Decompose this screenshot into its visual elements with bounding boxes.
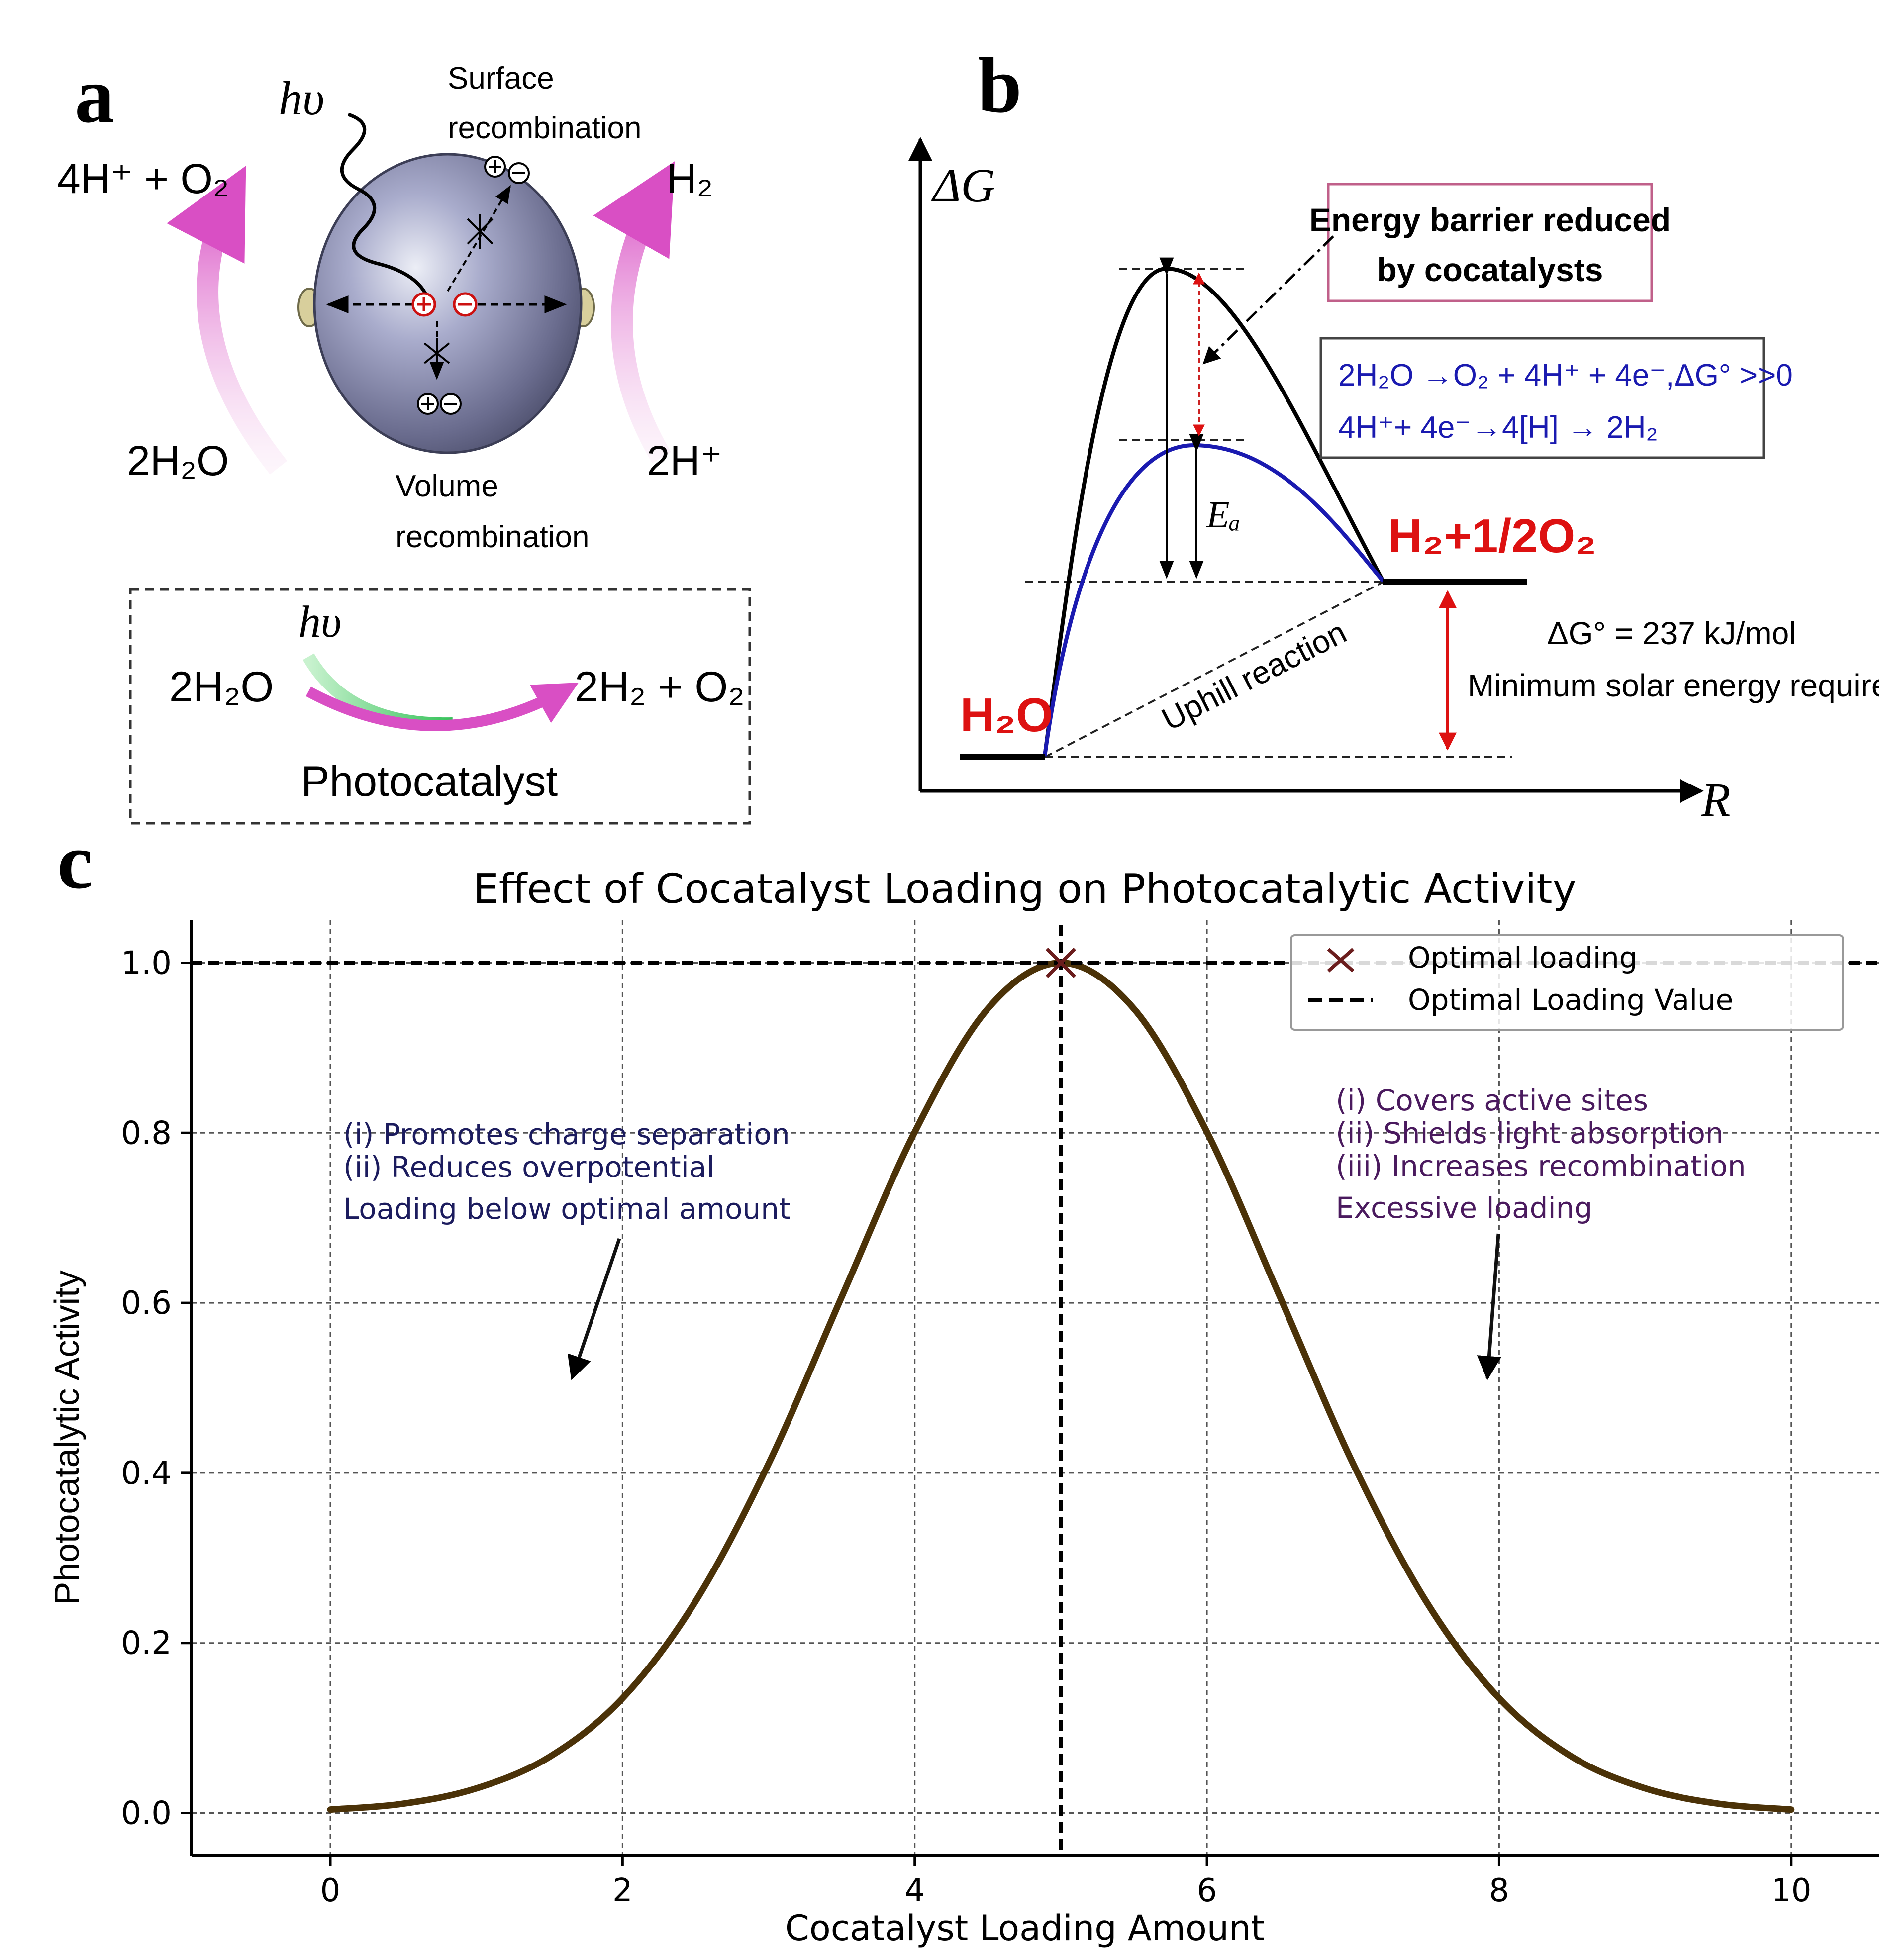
x-tick-label: 0	[320, 1872, 341, 1909]
equations-box	[1319, 337, 1765, 459]
b-reactant-label: H₂O	[960, 688, 1053, 742]
products-left: 4H⁺ + O₂	[57, 155, 229, 202]
equation-line2: 4H⁺+ 4e⁻→4[H] → 2H₂	[1338, 410, 1658, 445]
photon-wave-icon	[340, 112, 430, 299]
legend-x-marker-icon	[1327, 948, 1355, 973]
overall-reaction-box	[129, 588, 751, 825]
barrier-box	[1327, 183, 1653, 302]
right-annotation-arrow	[1477, 1233, 1501, 1380]
min-energy-label: Minimum solar energy required	[1468, 668, 1879, 703]
b-y-axis-label: ΔG	[931, 159, 995, 212]
y-tick-label: 1.0	[121, 945, 172, 981]
dg-value-label: ΔG° = 237 kJ/mol	[1547, 615, 1796, 651]
y-tick-label: 0.6	[121, 1285, 172, 1322]
chart-axes	[190, 920, 1879, 1857]
chart-title: Effect of Cocatalyst Loading on Photocat…	[473, 866, 1577, 913]
right-annotation-line3: (iii) Increases recombination	[1336, 1149, 1746, 1183]
pink-arrow-icon	[305, 683, 579, 731]
chart-grid	[192, 920, 1879, 1856]
b-product-label: H₂+1/2O₂	[1388, 509, 1596, 563]
b-x-axis-label: R	[1701, 773, 1731, 826]
box-reactant: 2H₂O	[169, 663, 274, 711]
panel-b: b ΔG R Energy barrier reduced by cocatal…	[908, 41, 1879, 826]
chart-legend: Optimal loading Optimal Loading Value	[1290, 934, 1844, 1031]
ea-label: Eₐ	[1206, 494, 1241, 536]
reactant-left: 2H₂O	[127, 437, 229, 484]
legend-entry-optimal-point: Optimal loading	[1408, 941, 1638, 975]
barrier-box-line1: Energy barrier reduced	[1309, 201, 1671, 238]
right-annotation-line1: (i) Covers active sites	[1336, 1083, 1648, 1117]
photocatalyst-sphere-icon	[313, 153, 583, 454]
y-tick-label: 0.0	[121, 1795, 172, 1832]
catalyzed-curve	[1043, 443, 1385, 757]
x-tick-label: 8	[1489, 1872, 1509, 1909]
barrier-pointer-arrow	[1202, 235, 1334, 365]
surface-recombination-line1: Surface	[448, 61, 554, 96]
panel-a-label: a	[75, 51, 114, 139]
y-tick-label: 0.8	[121, 1115, 172, 1152]
charge-pair-surface-icon	[484, 156, 530, 184]
left-reaction-arrow	[167, 166, 288, 475]
surface-recombination-line2: recombination	[448, 111, 641, 145]
reactant-right: 2H⁺	[647, 437, 722, 484]
box-products: 2H₂ + O₂	[575, 663, 745, 711]
surface-path-arrow	[447, 185, 511, 292]
chart-y-label: Photocatalytic Activity	[47, 1270, 86, 1605]
x-tick-label: 10	[1771, 1872, 1811, 1909]
chart-x-label: Cocatalyst Loading Amount	[785, 1908, 1265, 1949]
right-reaction-arrow	[593, 161, 675, 464]
legend-entry-optimal-line: Optimal Loading Value	[1408, 983, 1733, 1017]
box-hv-label: hυ	[298, 597, 341, 647]
left-annotation-line1: (i) Promotes charge separation	[343, 1117, 790, 1151]
barrier-box-line2: by cocatalysts	[1377, 251, 1603, 288]
charge-pair-volume-icon	[417, 393, 462, 415]
panel-c-label: c	[57, 817, 93, 905]
legend-frame	[1290, 934, 1844, 1031]
right-annotation-line4: Excessive loading	[1336, 1191, 1592, 1225]
b-uphill-line	[1044, 581, 1384, 758]
left-annotation-arrow	[567, 1238, 621, 1380]
left-annotation-line3: Loading below optimal amount	[343, 1192, 791, 1226]
panel-a: a	[57, 51, 751, 825]
charge-pair-center-icon	[411, 292, 478, 317]
chart-ticks: 0 2 4 6 8 10 0.0 0.2 0.4 0.6 0.8 1.0	[121, 945, 1811, 1909]
y-tick-label: 0.4	[121, 1455, 172, 1492]
hv-label: hυ	[279, 72, 324, 125]
right-annotation-line2: (ii) Shields light absorption	[1336, 1116, 1724, 1150]
panel-c: c Effect of Cocatalyst Loading on Photoc…	[47, 817, 1879, 1949]
optimal-marker-stroke	[1045, 947, 1076, 978]
products-right: H₂	[667, 155, 713, 202]
y-tick-label: 0.2	[121, 1625, 172, 1662]
optimal-lines	[192, 925, 1879, 1856]
left-annotation-line2: (ii) Reduces overpotential	[343, 1150, 714, 1184]
x-tick-label: 4	[904, 1872, 925, 1909]
volume-recombination-line1: Volume	[396, 469, 498, 503]
volume-recombination-line2: recombination	[396, 520, 589, 554]
blocked-mark-icon	[423, 214, 494, 368]
box-photocatalyst-label: Photocatalyst	[301, 758, 558, 805]
x-tick-label: 2	[612, 1872, 633, 1909]
equation-line1: 2H₂O →O₂ + 4H⁺ + 4e⁻,ΔG° >>0	[1338, 358, 1793, 392]
uphill-label: Uphill reaction	[1156, 614, 1352, 737]
panel-b-label: b	[978, 41, 1022, 129]
uncatalyzed-curve	[1043, 266, 1385, 757]
x-tick-label: 6	[1197, 1872, 1217, 1909]
